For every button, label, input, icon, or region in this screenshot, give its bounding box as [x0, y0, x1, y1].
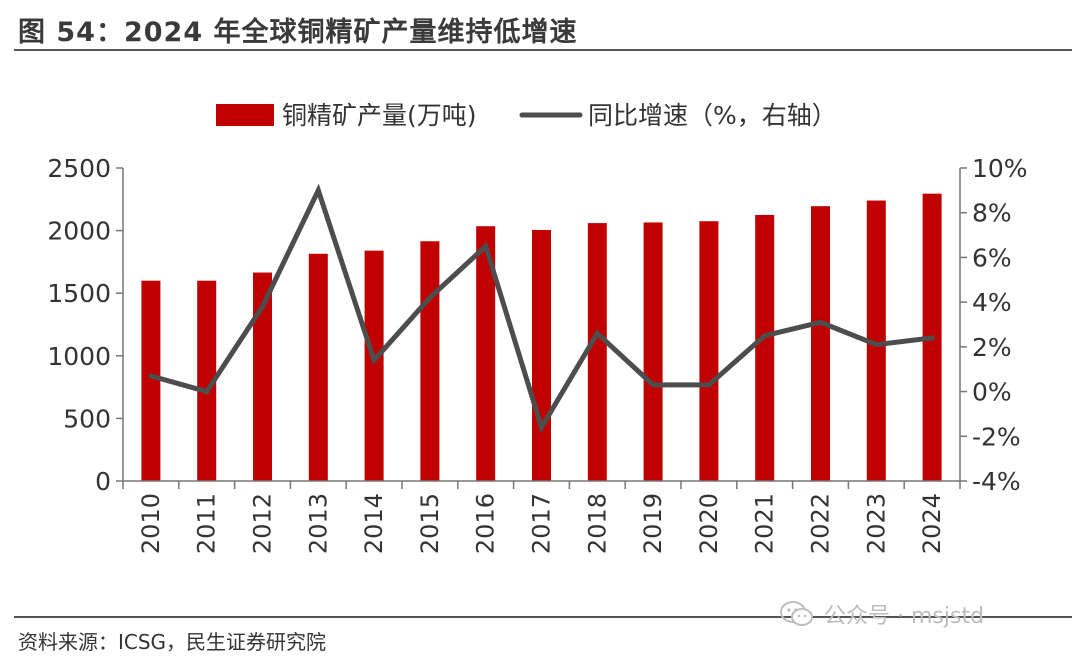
line-point — [315, 187, 321, 193]
x-axis-tick-label: 2016 — [472, 493, 500, 554]
bar-series — [141, 193, 942, 481]
line-point — [371, 357, 377, 363]
watermark: 公众号 · msjstd — [780, 596, 984, 632]
bar — [811, 206, 830, 481]
x-axis-tick-label: 2012 — [249, 493, 277, 554]
x-axis-tick-label: 2022 — [807, 493, 835, 554]
bar — [643, 222, 663, 481]
x-axis-tick-label: 2010 — [137, 493, 165, 554]
right-axis-tick-label: 6% — [972, 243, 1012, 272]
line-point — [873, 342, 879, 348]
line-point — [706, 382, 712, 388]
line-point — [483, 243, 489, 249]
legend-label-bar: 铜精矿产量(万吨) — [282, 101, 477, 130]
x-axis-tick-label: 2019 — [639, 493, 667, 554]
x-axis-tick-label: 2014 — [360, 493, 388, 554]
x-axis-tick-label: 2017 — [528, 493, 556, 554]
x-axis-tick-label: 2013 — [304, 493, 332, 554]
right-axis-tick-label: 2% — [972, 333, 1012, 362]
right-axis-tick-label: 4% — [972, 288, 1012, 317]
title-divider — [14, 49, 1072, 51]
bar — [364, 250, 384, 481]
x-axis-tick-label: 2024 — [918, 493, 946, 554]
line-series — [148, 183, 935, 434]
line-point — [204, 389, 210, 395]
bar — [532, 229, 551, 481]
line-point — [929, 335, 935, 341]
bar — [866, 200, 886, 481]
bar — [141, 280, 161, 481]
left-axis-tick-label: 1500 — [47, 279, 111, 308]
source-divider — [14, 616, 1072, 618]
line-point — [650, 382, 656, 388]
line-point — [260, 304, 265, 310]
left-axis-tick-label: 2000 — [47, 217, 111, 246]
line-point — [762, 333, 768, 339]
bar — [755, 214, 775, 481]
left-axis-tick-label: 2500 — [47, 154, 111, 183]
x-axis-tick-label: 2020 — [695, 493, 723, 554]
left-axis-tick-label: 1000 — [47, 342, 111, 371]
left-axis: 0 500 1000 1500 2000 2500 — [47, 154, 124, 496]
right-axis-tick-label: 8% — [972, 199, 1012, 228]
bar — [420, 241, 440, 481]
watermark-text: 公众号 · msjstd — [824, 604, 985, 629]
left-axis-tick-label: 500 — [63, 404, 111, 433]
figure-title: 图 54：2024 年全球铜精矿产量维持低增速 — [18, 17, 578, 48]
x-axis-tick-label: 2018 — [583, 493, 611, 554]
bar — [308, 253, 328, 481]
x-axis-tick-label: 2015 — [416, 493, 444, 554]
legend: 铜精矿产量(万吨) 同比增速（%，右轴） — [216, 101, 837, 130]
chart: 铜精矿产量(万吨) 同比增速（%，右轴） 0 500 1000 1500 2000 2500… — [47, 101, 1028, 554]
bar — [197, 280, 217, 481]
left-axis-tick-label: 0 — [95, 467, 111, 496]
line-point — [594, 330, 600, 336]
source-note: 资料来源：ICSG，民生证券研究院 — [18, 630, 327, 654]
x-axis-tick-label: 2011 — [193, 493, 221, 554]
x-axis-tick-label: 2023 — [862, 493, 890, 554]
legend-swatch-bar — [216, 104, 274, 126]
line-point — [148, 373, 154, 379]
bar — [253, 272, 272, 481]
right-axis: -4% -2% 0% 2% 4% 6% 8% 10% — [959, 154, 1028, 496]
wechat-icon — [780, 601, 813, 626]
x-axis: 2010 2011 2012 2013 2014 2015 2016 2017 2018 2019… — [122, 480, 961, 554]
right-axis-tick-label: 10% — [972, 154, 1028, 183]
legend-label-line: 同比增速（%，右轴） — [588, 101, 837, 130]
line-point — [427, 295, 433, 301]
right-axis-tick-label: -2% — [972, 422, 1021, 451]
bar — [476, 226, 496, 481]
right-axis-tick-label: 0% — [972, 378, 1012, 407]
line-point — [818, 319, 823, 325]
right-axis-tick-label: -4% — [972, 467, 1021, 496]
bar — [587, 223, 607, 481]
x-axis-tick-label: 2021 — [751, 493, 779, 554]
line-point — [539, 424, 544, 430]
bar — [699, 221, 719, 481]
